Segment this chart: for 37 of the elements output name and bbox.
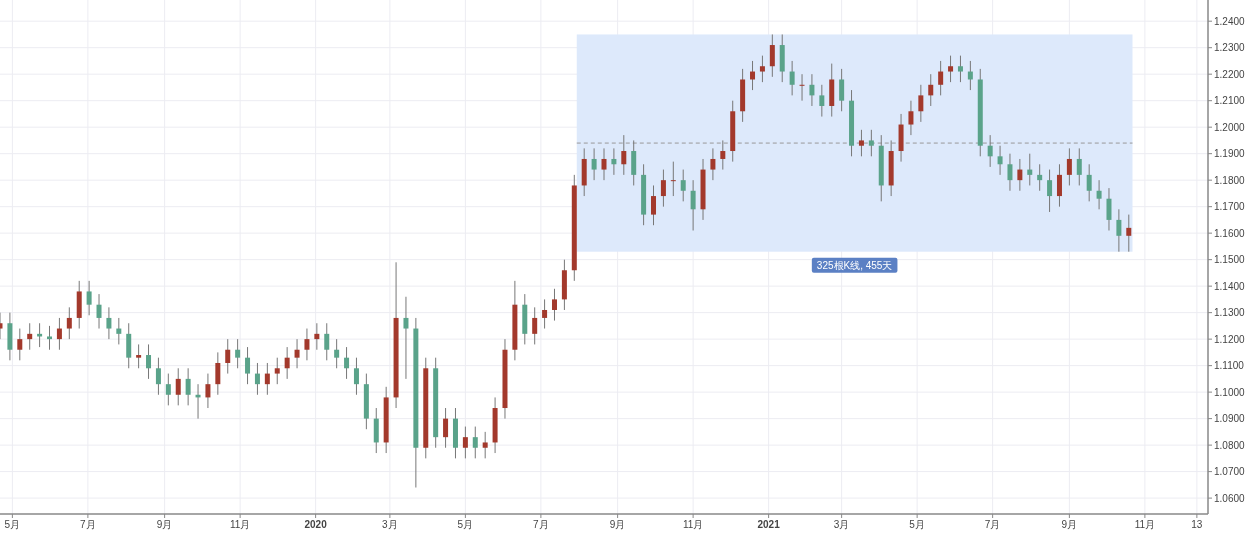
x-tick-label: 7月 — [533, 519, 549, 530]
x-tick-label: 13 — [1191, 519, 1203, 530]
y-tick-label: 1.1900 — [1214, 148, 1246, 160]
y-tick-label: 1.2400 — [1214, 15, 1246, 27]
y-tick-label: 1.1800 — [1214, 174, 1246, 186]
y-tick-label: 1.0800 — [1214, 439, 1246, 451]
y-tick-label: 1.0600 — [1214, 492, 1246, 504]
y-tick-label: 1.1300 — [1214, 307, 1246, 319]
x-tick-label: 9月 — [609, 519, 626, 530]
y-tick-label: 1.1400 — [1214, 280, 1246, 292]
x-tick-label: 7月 — [80, 519, 96, 530]
x-tick-label: 7月 — [984, 519, 1001, 530]
y-tick-label: 1.1700 — [1214, 201, 1246, 213]
y-tick-label: 1.2200 — [1214, 68, 1246, 80]
x-tick-label: 2020 — [304, 519, 328, 530]
x-tick-label: 3月 — [833, 519, 850, 530]
x-tick-label: 5月 — [457, 519, 474, 530]
x-tick-label: 11月 — [229, 519, 251, 530]
x-tick-label: 9月 — [1061, 519, 1078, 530]
y-tick-label: 1.1000 — [1214, 386, 1246, 398]
x-tick-label: 5月 — [909, 519, 925, 530]
band-label: 325根K线, 455天 — [816, 260, 893, 272]
y-tick-label: 1.2000 — [1214, 121, 1246, 133]
y-tick-label: 1.2300 — [1214, 42, 1246, 54]
y-tick-label: 1.1100 — [1214, 360, 1245, 372]
y-tick-label: 1.1600 — [1214, 227, 1246, 239]
y-tick-label: 1.1500 — [1214, 254, 1246, 266]
x-tick-label: 9月 — [156, 519, 173, 530]
x-tick-label: 3月 — [382, 519, 398, 530]
y-tick-label: 1.1200 — [1214, 333, 1246, 345]
y-tick-label: 1.0700 — [1214, 466, 1246, 478]
x-tick-label: 11月 — [1134, 519, 1156, 530]
x-tick-label: 2021 — [757, 519, 781, 530]
x-tick-label: 11月 — [682, 519, 704, 530]
y-tick-label: 1.2100 — [1214, 95, 1246, 107]
y-tick-label: 1.0900 — [1214, 413, 1246, 425]
x-tick-label: 5月 — [4, 519, 21, 530]
